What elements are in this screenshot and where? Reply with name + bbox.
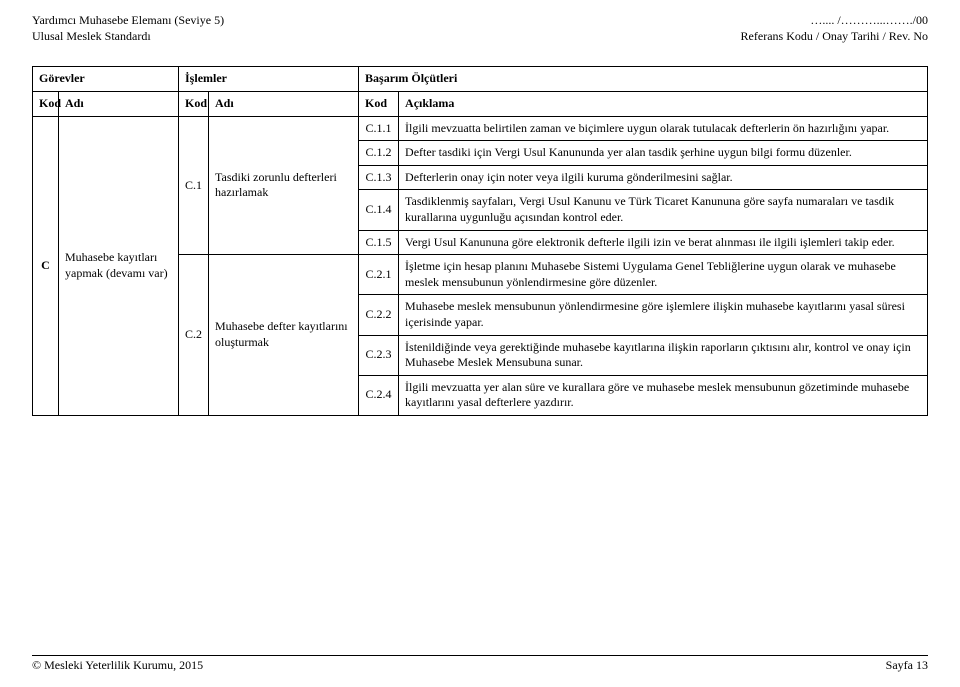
footer-copyright: © Mesleki Yeterlilik Kurumu, 2015 [32,658,203,673]
subheader-kod: Kod [359,91,399,116]
criteria-text: İstenildiğinde veya gerektiğinde muhaseb… [399,335,928,375]
criteria-text: Tasdiklenmiş sayfaları, Vergi Usul Kanun… [399,190,928,230]
doc-title: Yardımcı Muhasebe Elemanı (Seviye 5) [32,12,224,28]
task-code: C [33,116,59,415]
subheader-kod: Kod [179,91,209,116]
op-name: Tasdiki zorunlu defterleri hazırlamak [209,116,359,255]
header-left: Yardımcı Muhasebe Elemanı (Seviye 5) Ulu… [32,12,224,44]
doc-ref-label: Referans Kodu / Onay Tarihi / Rev. No [741,28,928,44]
header-basarim: Başarım Ölçütleri [359,67,928,92]
criteria-code: C.1.1 [359,116,399,141]
header-gorevler: Görevler [33,67,179,92]
page-footer: © Mesleki Yeterlilik Kurumu, 2015 Sayfa … [32,655,928,673]
criteria-code: C.1.5 [359,230,399,255]
doc-subtitle: Ulusal Meslek Standardı [32,28,224,44]
criteria-code: C.2.3 [359,335,399,375]
table-row: C Muhasebe kayıtları yapmak (devamı var)… [33,116,928,141]
task-name: Muhasebe kayıtları yapmak (devamı var) [59,116,179,415]
table-header-row: Görevler İşlemler Başarım Ölçütleri [33,67,928,92]
op-name: Muhasebe defter kayıtlarını oluşturmak [209,255,359,416]
criteria-text: İlgili mevzuatta belirtilen zaman ve biç… [399,116,928,141]
subheader-aciklama: Açıklama [399,91,928,116]
criteria-code: C.2.2 [359,295,399,335]
footer-page-number: Sayfa 13 [886,658,928,673]
op-code: C.2 [179,255,209,416]
criteria-text: İşletme için hesap planını Muhasebe Sist… [399,255,928,295]
criteria-table: Görevler İşlemler Başarım Ölçütleri Kod … [32,66,928,416]
criteria-code: C.2.4 [359,375,399,415]
criteria-text: Vergi Usul Kanununa göre elektronik deft… [399,230,928,255]
subheader-kod: Kod [33,91,59,116]
doc-ref-code: ….... /………...……./00 [741,12,928,28]
criteria-code: C.1.2 [359,141,399,166]
subheader-adi: Adı [59,91,179,116]
header-islemler: İşlemler [179,67,359,92]
criteria-text: Defterlerin onay için noter veya ilgili … [399,165,928,190]
page-header: Yardımcı Muhasebe Elemanı (Seviye 5) Ulu… [32,12,928,44]
criteria-text: Defter tasdiki için Vergi Usul Kanununda… [399,141,928,166]
criteria-text: Muhasebe meslek mensubunun yönlendirmesi… [399,295,928,335]
subheader-adi: Adı [209,91,359,116]
op-code: C.1 [179,116,209,255]
criteria-code: C.1.4 [359,190,399,230]
header-right: ….... /………...……./00 Referans Kodu / Onay… [741,12,928,44]
criteria-code: C.1.3 [359,165,399,190]
criteria-text: İlgili mevzuatta yer alan süre ve kurall… [399,375,928,415]
table-subheader-row: Kod Adı Kod Adı Kod Açıklama [33,91,928,116]
criteria-code: C.2.1 [359,255,399,295]
footer-rule [32,655,928,656]
